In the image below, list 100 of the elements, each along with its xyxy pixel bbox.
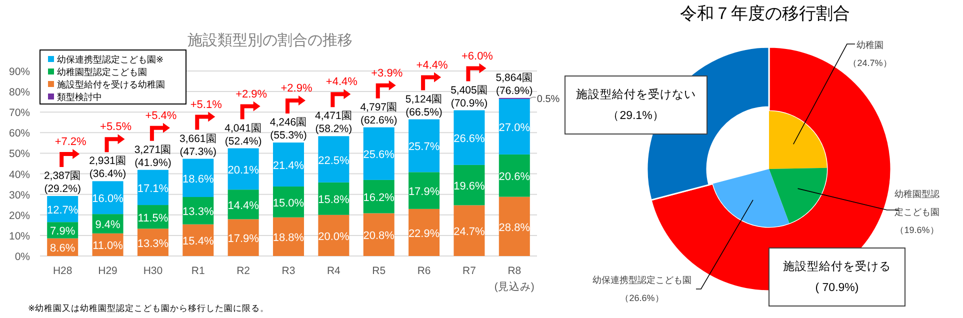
slice-label: 幼保連携型認定こども園 xyxy=(592,275,692,285)
annotation: +4.4% xyxy=(326,76,358,88)
slice-label: 幼稚園型認定こども園 xyxy=(894,189,940,217)
total-label: 2,931園 (36.4%) xyxy=(89,155,126,180)
data-label: 20.6% xyxy=(498,171,530,184)
legend-label: 幼稚園型認定こども園 xyxy=(57,67,147,77)
data-label: 13.3% xyxy=(137,238,169,250)
data-label: 15.4% xyxy=(182,236,214,248)
y-tick-label: 60% xyxy=(8,128,30,140)
data-label: 20.8% xyxy=(363,230,395,242)
x-tick-label: H28 xyxy=(52,265,72,277)
data-label: 25.6% xyxy=(363,149,395,162)
data-label: 18.8% xyxy=(272,232,304,244)
annotation: +2.9% xyxy=(280,82,312,95)
annotation: +5.4% xyxy=(145,110,177,122)
bar xyxy=(137,170,168,206)
annotation: +4.4% xyxy=(416,59,448,72)
legend-label: 類型検討中 xyxy=(57,92,102,102)
legend-label: 幼保連携型認定こども園※ xyxy=(57,54,164,64)
y-tick-label: 0% xyxy=(14,251,30,263)
data-label: 15.8% xyxy=(318,194,350,206)
annotation: +2.9% xyxy=(236,88,268,100)
total-label: 3,271園 (41.9%) xyxy=(134,144,172,169)
data-label: 14.4% xyxy=(228,200,260,212)
data-label: 9.4% xyxy=(95,219,121,232)
data-label: （26.6%） xyxy=(620,293,664,303)
data-label: ( 70.9%) xyxy=(815,282,859,294)
annotation: +5.1% xyxy=(190,98,222,111)
data-label: 17.1% xyxy=(137,182,169,195)
annotation: +3.9% xyxy=(371,67,403,80)
x-tick-label: H30 xyxy=(143,265,163,277)
data-label: 20.0% xyxy=(318,230,350,243)
bar xyxy=(363,213,394,256)
y-tick-label: 10% xyxy=(8,230,30,242)
total-label: 4,041園 (52.4%) xyxy=(224,122,262,148)
bar xyxy=(318,214,350,256)
data-label: （24.7%） xyxy=(848,58,892,68)
bar xyxy=(454,205,485,256)
x-tick-label: R1 xyxy=(191,265,205,277)
chart-title: 施設類型別の割合の推移 xyxy=(188,32,352,49)
bar xyxy=(273,142,304,187)
bar xyxy=(408,119,440,172)
total-label: 4,797園 (62.6%) xyxy=(360,101,398,126)
x-tick-label: H29 xyxy=(98,265,118,277)
y-tick-label: 40% xyxy=(8,168,30,181)
data-label: 22.5% xyxy=(318,154,350,167)
slice-label: 施設型給付を受けない xyxy=(576,88,696,101)
bar xyxy=(228,219,259,256)
total-label: 3,661園 (47.3%) xyxy=(179,132,217,158)
data-label: 16.0% xyxy=(92,193,124,206)
y-tick-label: 30% xyxy=(8,189,30,202)
bar xyxy=(363,127,394,180)
data-label: 20.1% xyxy=(228,164,260,176)
data-label: 26.6% xyxy=(454,133,486,146)
total-label: 5,405園 (70.9%) xyxy=(450,84,488,110)
x-tick-label: R7 xyxy=(462,265,476,277)
data-label: 15.0% xyxy=(272,197,304,210)
x-tick-label: R4 xyxy=(326,265,341,277)
data-label: 13.3% xyxy=(182,206,214,218)
annotation: +6.0% xyxy=(461,50,494,62)
total-label: 2,387園 (29.2%) xyxy=(44,170,82,195)
data-label: 27.0% xyxy=(498,122,530,134)
data-label: 17.9% xyxy=(228,233,260,246)
slice-label: 幼稚園 xyxy=(856,40,884,50)
data-label: 7.9% xyxy=(50,226,76,238)
data-label: （29.1%） xyxy=(608,110,664,122)
data-label: 0.5% xyxy=(536,94,560,105)
slice-label: 施設型給付を受ける xyxy=(783,260,891,273)
data-label: 19.6% xyxy=(454,180,486,193)
data-label: 11.0% xyxy=(92,240,124,252)
data-label: 16.2% xyxy=(363,192,395,204)
bar xyxy=(228,148,259,190)
bar xyxy=(454,164,485,206)
bar xyxy=(408,172,440,209)
data-label: 18.6% xyxy=(182,173,214,186)
data-label: 24.7% xyxy=(454,226,486,238)
data-label: 17.9% xyxy=(408,186,440,198)
data-label: 12.7% xyxy=(46,204,78,217)
data-label: 28.8% xyxy=(498,222,530,234)
annotation: +7.2% xyxy=(54,136,87,148)
y-tick-label: 20% xyxy=(8,210,30,222)
data-label: 8.6% xyxy=(50,242,76,255)
data-label: 22.9% xyxy=(408,228,440,240)
total-label: 5,124園 (66.5%) xyxy=(405,93,443,118)
x-tick-label: R3 xyxy=(282,265,296,277)
total-label: 4,246園 (55.3%) xyxy=(270,116,308,142)
bar xyxy=(498,196,530,256)
legend-label: 施設型給付を受ける幼稚園 xyxy=(57,80,165,90)
chart-title: 令和７年度の移行割合 xyxy=(680,4,850,23)
x-tick-label: R8 (見込み) xyxy=(494,265,534,293)
data-label: （19.6%） xyxy=(895,225,939,235)
total-label: 4,471園 (58.2%) xyxy=(315,110,352,136)
bar xyxy=(454,110,485,165)
y-tick-label: 70% xyxy=(8,107,30,120)
y-tick-label: 50% xyxy=(8,148,30,160)
x-tick-label: R5 xyxy=(372,265,386,277)
data-label: 21.4% xyxy=(272,160,304,172)
data-label: 25.7% xyxy=(408,141,440,154)
annotation: +5.5% xyxy=(100,121,132,134)
text: ※幼稚園又は幼稚園型認定こども園から移行した園に限る。 xyxy=(28,303,270,313)
